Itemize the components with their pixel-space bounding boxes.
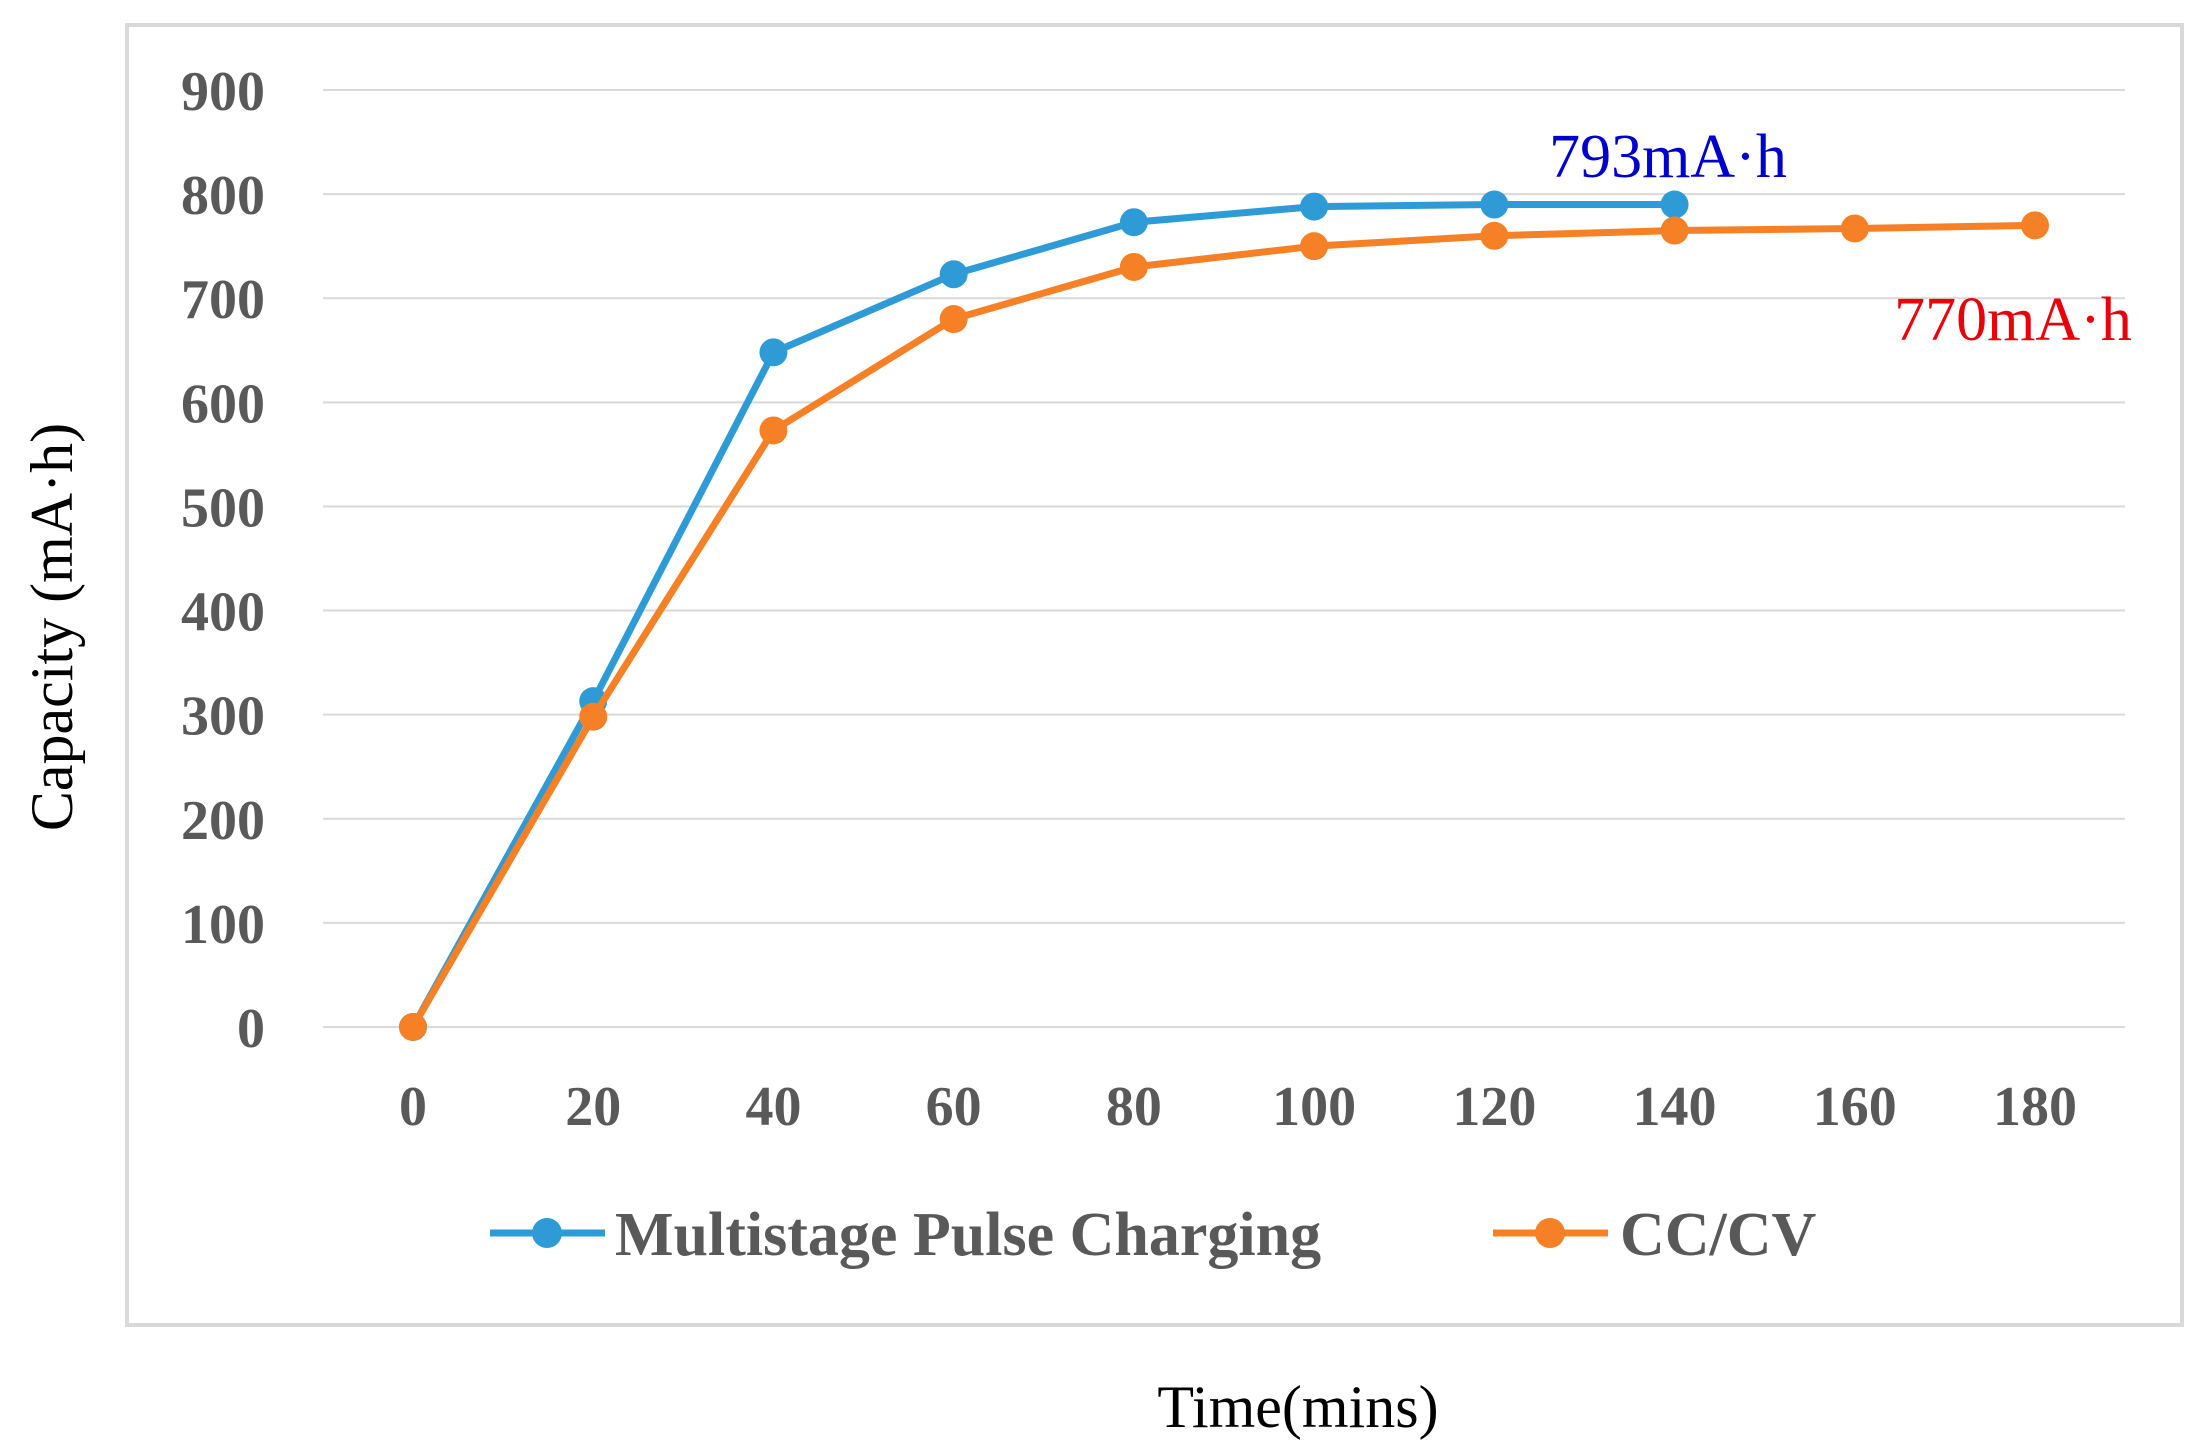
data-point-cc-cv-20 xyxy=(579,702,608,731)
data-series xyxy=(399,190,2049,1041)
data-point-cc-cv-60 xyxy=(939,305,968,334)
data-point-multistage-pulse-charging-140 xyxy=(1660,190,1689,219)
x-tick-label-100: 100 xyxy=(1272,1076,1356,1138)
y-axis-ticks: 0 100 200 300 400 500 600 700 800 900 xyxy=(181,61,265,1060)
legend-label-cc-cv: CC/CV xyxy=(1620,1201,1817,1269)
x-tick-label-0: 0 xyxy=(399,1076,427,1138)
data-point-cc-cv-180 xyxy=(2021,211,2049,240)
x-tick-label-140: 140 xyxy=(1633,1076,1717,1138)
y-tick-label-500: 500 xyxy=(181,477,265,539)
gridlines xyxy=(323,89,2125,1028)
x-tick-label-20: 20 xyxy=(565,1076,621,1138)
y-tick-label-700: 700 xyxy=(181,269,265,331)
y-tick-label-300: 300 xyxy=(181,686,265,748)
y-tick-label-0: 0 xyxy=(237,998,265,1060)
y-tick-label-400: 400 xyxy=(181,582,265,644)
x-axis-title: Time(mins) xyxy=(1157,1374,1438,1440)
legend-label-multistage-pulse-charging: Multistage Pulse Charging xyxy=(615,1201,1321,1269)
data-point-multistage-pulse-charging-60 xyxy=(939,260,968,289)
series-line-cc-cv xyxy=(409,221,2036,1029)
data-point-multistage-pulse-charging-80 xyxy=(1119,208,1148,237)
y-tick-label-900: 900 xyxy=(181,61,265,123)
data-point-multistage-pulse-charging-100 xyxy=(1300,192,1329,221)
data-point-multistage-pulse-charging-40 xyxy=(759,338,788,367)
data-point-cc-cv-40 xyxy=(759,416,788,445)
y-tick-label-600: 600 xyxy=(181,373,265,435)
y-tick-label-200: 200 xyxy=(181,790,265,852)
data-point-cc-cv-80 xyxy=(1119,252,1148,281)
y-axis-title: Capacity (mA·h) xyxy=(19,423,85,831)
legend-marker-multistage-pulse-charging xyxy=(532,1218,562,1248)
data-point-cc-cv-0 xyxy=(399,1013,427,1041)
x-tick-label-80: 80 xyxy=(1106,1076,1162,1138)
legend-marker-cc-cv xyxy=(1535,1218,1565,1248)
x-tick-label-40: 40 xyxy=(745,1076,801,1138)
series-line-multistage-pulse-charging xyxy=(409,201,1675,1029)
x-tick-label-160: 160 xyxy=(1813,1076,1897,1138)
legend: Multistage Pulse Charging CC/CV xyxy=(490,1201,1817,1269)
x-axis-ticks: 0 20 40 60 80 100 120 140 160 180 xyxy=(399,1076,2077,1138)
data-point-cc-cv-100 xyxy=(1300,232,1329,261)
annotations: 793mA·h 770mA·h xyxy=(1549,123,2132,354)
x-tick-label-60: 60 xyxy=(926,1076,982,1138)
annotation-label-2: 770mA·h xyxy=(1894,286,2132,354)
data-point-cc-cv-120 xyxy=(1480,221,1509,250)
x-tick-label-120: 120 xyxy=(1452,1076,1536,1138)
data-point-multistage-pulse-charging-120 xyxy=(1480,190,1509,219)
data-point-cc-cv-140 xyxy=(1660,216,1689,245)
y-tick-label-100: 100 xyxy=(181,894,265,956)
chart-frame xyxy=(125,23,2184,1327)
data-point-cc-cv-160 xyxy=(1840,214,1869,243)
annotation-label-1: 793mA·h xyxy=(1549,123,1787,191)
y-tick-label-800: 800 xyxy=(181,165,265,227)
x-tick-label-180: 180 xyxy=(1993,1076,2077,1138)
